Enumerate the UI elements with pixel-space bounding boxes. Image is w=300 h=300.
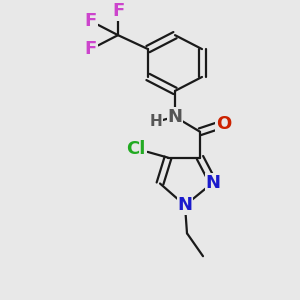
Text: N: N: [206, 173, 220, 191]
Text: H: H: [150, 114, 162, 129]
Text: F: F: [85, 12, 97, 30]
Text: N: N: [178, 196, 193, 214]
Text: O: O: [216, 115, 232, 133]
Text: F: F: [112, 2, 124, 20]
Text: N: N: [167, 108, 182, 126]
Text: Cl: Cl: [126, 140, 146, 158]
Text: F: F: [85, 40, 97, 58]
